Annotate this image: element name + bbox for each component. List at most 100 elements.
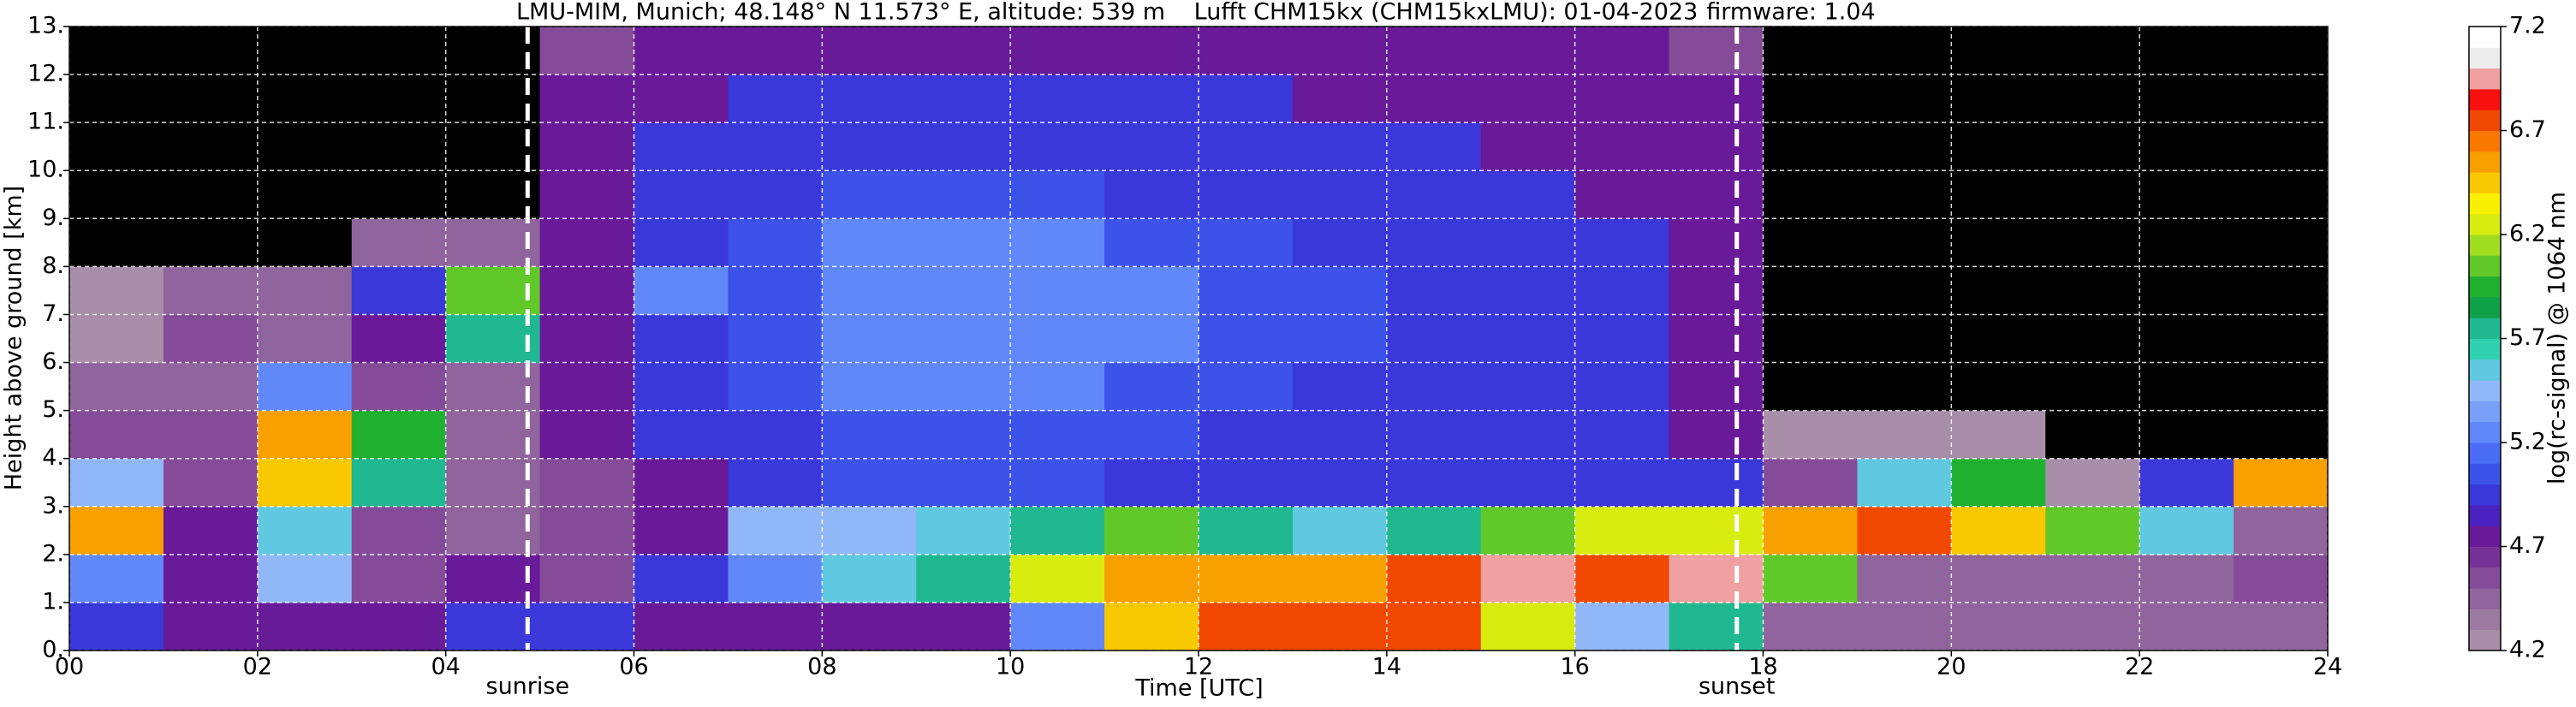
heatmap-cell [916, 410, 1011, 460]
heatmap-cell [539, 27, 634, 75]
heatmap-cell [728, 602, 823, 651]
heatmap-cell [539, 170, 634, 219]
heatmap-cell [728, 362, 823, 412]
heatmap-cell [822, 27, 917, 75]
heatmap-cell [1669, 170, 1764, 219]
heatmap-cell [1763, 170, 1858, 219]
heatmap-cell [351, 74, 447, 123]
heatmap-cell [1104, 410, 1199, 460]
heatmap-cell [822, 170, 917, 219]
heatmap-cell [1951, 314, 2046, 364]
heatmap-cell [351, 266, 447, 315]
y-tick-label: 2. [42, 540, 64, 567]
colorbar-tick-label: 5.2 [2509, 429, 2546, 455]
heatmap-cell [2234, 27, 2329, 75]
heatmap-cell [822, 266, 917, 315]
heatmap-cell [1951, 266, 2046, 315]
heatmap-cell [728, 554, 823, 603]
heatmap-cell [1010, 170, 1105, 219]
heatmap-cell [163, 362, 259, 412]
heatmap-cell [822, 410, 917, 460]
colorbar-swatch [2469, 68, 2501, 90]
y-axis-label: Height above ground [km] [1, 186, 27, 490]
heatmap-cell [2139, 362, 2234, 412]
heatmap-cell [1104, 27, 1199, 75]
heatmap-cell [163, 602, 259, 651]
colorbar-swatch [2469, 629, 2501, 651]
heatmap-cell [1574, 27, 1670, 75]
colorbar-swatch [2469, 318, 2501, 339]
colorbar-swatch [2469, 27, 2501, 48]
heatmap-cell [916, 314, 1011, 364]
heatmap-cell [1386, 27, 1482, 75]
heatmap-cell [2234, 602, 2329, 651]
heatmap-cell [634, 122, 729, 171]
heatmap-cell [1480, 314, 1576, 364]
heatmap-cell [1010, 122, 1105, 171]
x-tick-label: 14 [1372, 654, 1401, 680]
colorbar-tick-label: 4.7 [2509, 532, 2546, 559]
heatmap-cell [445, 266, 541, 315]
heatmap-cell [1480, 506, 1576, 556]
heatmap-cell [2234, 506, 2329, 556]
heatmap-cell [257, 170, 353, 219]
colorbar-swatch [2469, 443, 2501, 464]
heatmap-cell [1857, 218, 1952, 267]
heatmap-cell [1292, 362, 1388, 412]
x-tick-label: 16 [1560, 654, 1589, 680]
heatmap-cell [1010, 362, 1105, 412]
heatmap-cell [822, 362, 917, 412]
y-tick-label: 11. [27, 109, 64, 135]
heatmap-cell [69, 410, 164, 460]
colorbar-swatch [2469, 193, 2501, 215]
heatmap-cell [2234, 410, 2329, 460]
heatmap-cell [634, 74, 729, 123]
heatmap-cell [1199, 170, 1294, 219]
heatmap-cell [1010, 458, 1105, 508]
heatmap-cell [728, 74, 823, 123]
heatmap-cell [1574, 602, 1670, 651]
y-tick-label: 6. [42, 348, 64, 375]
heatmap-cell [916, 458, 1011, 508]
heatmap-cell [1763, 554, 1858, 603]
x-tick-label: 04 [431, 654, 460, 680]
heatmap-cell [1199, 602, 1294, 651]
heatmap-cell [257, 362, 353, 412]
heatmap-cell [1669, 506, 1764, 556]
colorbar-label: log(rc-signal) @ 1064 nm [2544, 192, 2571, 484]
colorbar-swatch [2469, 401, 2501, 423]
heatmap-cell [1292, 458, 1388, 508]
heatmap-cell [69, 74, 164, 123]
y-tick-label: 3. [42, 492, 64, 519]
heatmap-cell [634, 410, 729, 460]
heatmap-cell [1104, 266, 1199, 315]
heatmap-cell [2045, 170, 2140, 219]
heatmap-cell [2139, 554, 2234, 603]
heatmap-cell [163, 170, 259, 219]
heatmap-cell [1951, 170, 2046, 219]
heatmap-cell [1574, 314, 1670, 364]
heatmap-cell [2234, 170, 2329, 219]
heatmap-cell [1386, 602, 1482, 651]
heatmap-cell [1669, 554, 1764, 603]
heatmap-cell [1951, 554, 2046, 603]
colorbar-swatch [2469, 359, 2501, 381]
colorbar-swatch [2469, 463, 2501, 485]
colorbar-tick-label: 6.2 [2509, 221, 2546, 247]
heatmap-cell [445, 602, 541, 651]
heatmap-cell [1292, 122, 1388, 171]
colorbar-swatch [2469, 338, 2501, 360]
heatmap-cell [69, 362, 164, 412]
y-tick-label: 7. [42, 300, 64, 327]
y-tick-label: 13. [27, 13, 64, 39]
heatmap-cell [351, 122, 447, 171]
heatmap-cell [1669, 122, 1764, 171]
heatmap-cell [445, 458, 541, 508]
heatmap-cell [1010, 410, 1105, 460]
heatmap-cell [2045, 506, 2140, 556]
heatmap-cell [1104, 74, 1199, 123]
heatmap-cell [1951, 458, 2046, 508]
heatmap-cell [1763, 27, 1858, 75]
heatmap-cell [1763, 458, 1858, 508]
heatmap-cell [1010, 74, 1105, 123]
